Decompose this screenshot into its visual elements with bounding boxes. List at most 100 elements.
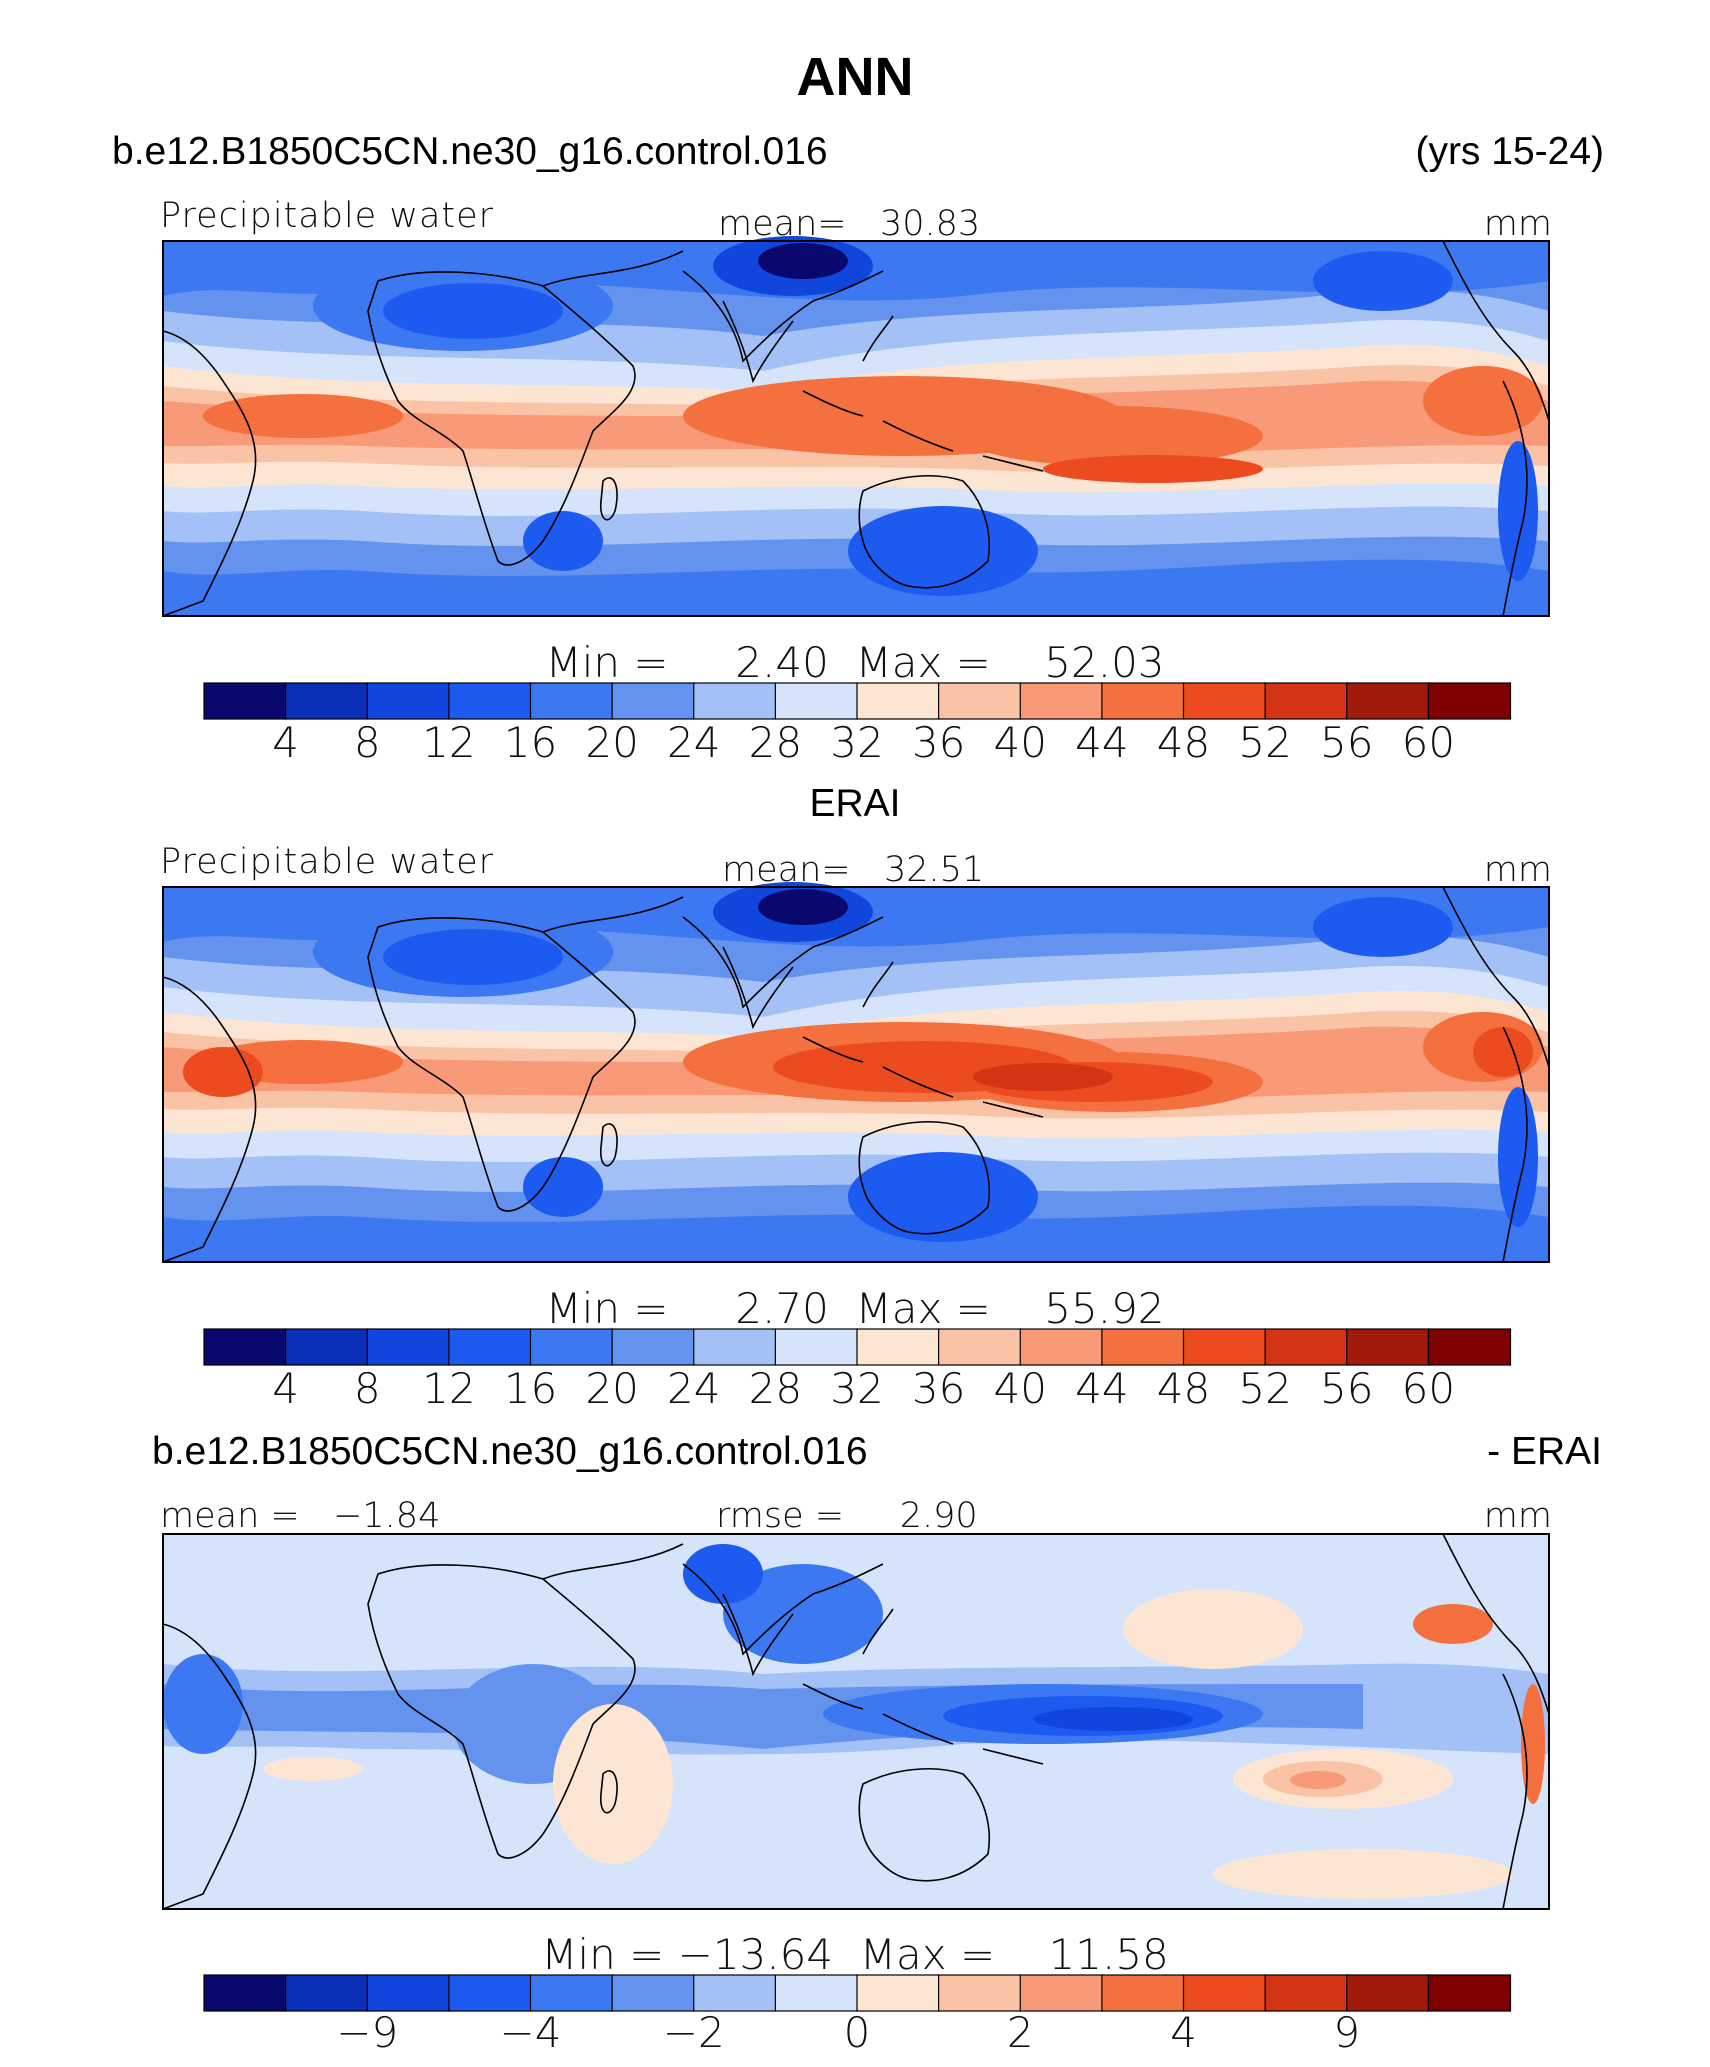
panel-diff-map — [162, 1533, 1550, 1910]
contour-band — [683, 1544, 763, 1604]
contour-band — [523, 511, 603, 571]
colorbar-tick-label: 4 — [272, 1364, 299, 1413]
colorbar-swatch — [1182, 682, 1267, 720]
panel-model-variable: Precipitable water — [160, 196, 495, 236]
colorbar-tick-label: −4 — [499, 2008, 562, 2057]
colorbar-swatch — [1264, 1328, 1348, 1366]
colorbar-swatch — [1346, 1328, 1430, 1366]
obs-title: ERAI — [809, 782, 901, 825]
colorbar-swatch — [1182, 1974, 1267, 2012]
contour-band — [1313, 897, 1453, 957]
contour-band — [758, 889, 848, 925]
contour-band — [1290, 1771, 1346, 1789]
colorbar-swatch — [366, 1328, 450, 1366]
years-label: (yrs 15-24) — [1415, 130, 1604, 173]
coastline — [858, 1121, 991, 1235]
panel-diff-colorbar-ticks: −9 −4 −2 0 2 4 9 — [204, 2008, 1510, 2058]
coastline — [542, 1543, 884, 1656]
contour-band — [1043, 455, 1263, 483]
colorbar-swatch — [529, 682, 614, 720]
colorbar-swatch — [285, 1328, 369, 1366]
page-title: ANN — [796, 47, 914, 107]
contour-band — [723, 1564, 883, 1664]
colorbar-swatch — [529, 1328, 614, 1366]
colorbar-tick-label: 0 — [843, 2008, 871, 2057]
colorbar-swatch — [774, 1974, 859, 2012]
colorbar-tick-label: 36 — [911, 718, 966, 767]
contour-band — [1473, 1027, 1533, 1077]
panel-model-map — [162, 236, 1550, 617]
panel-model-mean: mean= 30.83 — [718, 204, 981, 244]
colorbar-swatch — [938, 1974, 1022, 2012]
panel-obs-colorbar — [203, 1328, 1512, 1366]
coastline — [1442, 240, 1550, 617]
colorbar-swatch — [1427, 682, 1512, 720]
coastline — [1442, 886, 1550, 1263]
colorbar-tick-label: 9 — [1333, 2008, 1361, 2057]
contour-band — [263, 1757, 363, 1781]
colorbar-tick-label: 48 — [1156, 718, 1211, 767]
coastline — [722, 1593, 794, 1677]
contour-band — [553, 1704, 673, 1864]
colorbar-tick-label: 44 — [1075, 718, 1129, 767]
colorbar-tick-label: 8 — [353, 1364, 381, 1413]
colorbar-tick-label: 36 — [911, 1364, 966, 1413]
colorbar-swatch — [448, 682, 532, 720]
colorbar-tick-label: −2 — [662, 2008, 725, 2057]
colorbar-tick-label: 4 — [1170, 2008, 1197, 2057]
colorbar-tick-label: −9 — [336, 2008, 399, 2057]
panel-diff-mean: mean = −1.84 — [160, 1496, 441, 1536]
coastline — [162, 1623, 257, 1910]
colorbar-swatch — [1019, 1974, 1103, 2012]
colorbar-tick-label: 4 — [272, 718, 299, 767]
colorbar-swatch — [856, 1974, 940, 2012]
coastline — [802, 315, 1044, 472]
colorbar-swatch — [774, 682, 859, 720]
contour-band — [1123, 1589, 1303, 1669]
diff-suffix: - ERAI — [1487, 1430, 1602, 1473]
colorbar-tick-label: 12 — [422, 1364, 476, 1413]
colorbar-swatch — [1101, 682, 1185, 720]
colorbar-swatch — [1019, 1328, 1103, 1366]
colorbar-swatch — [1346, 1974, 1430, 2012]
coastline — [367, 917, 636, 1212]
map-frame — [162, 1533, 1550, 1910]
panel-obs-map — [162, 882, 1550, 1263]
colorbar-swatch — [529, 1974, 614, 2012]
colorbar-tick-label: 20 — [585, 1364, 639, 1413]
colorbar-swatch — [938, 1328, 1022, 1366]
colorbar-tick-label: 24 — [667, 718, 721, 767]
colorbar-swatch — [1427, 1974, 1512, 2012]
colorbar-swatch — [1427, 1328, 1512, 1366]
contour-band — [963, 406, 1263, 466]
contour-band — [1313, 251, 1453, 311]
panel-model-units: mm — [1483, 204, 1552, 244]
colorbar-tick-label: 28 — [748, 718, 803, 767]
panel-obs-mean: mean= 32.51 — [722, 850, 985, 890]
colorbar-tick-label: 40 — [993, 1364, 1047, 1413]
colorbar-tick-label: 48 — [1156, 1364, 1211, 1413]
colorbar-tick-label: 12 — [422, 718, 476, 767]
panel-obs-stats: Min = 2.70 Max = 55.92 — [545, 1284, 1165, 1333]
colorbar-tick-label: 40 — [993, 718, 1047, 767]
contour-band — [848, 506, 1038, 596]
colorbar-swatch — [1264, 682, 1348, 720]
contour-band — [383, 929, 563, 985]
coastline — [722, 946, 794, 1030]
contour-band — [1498, 1087, 1538, 1227]
colorbar-tick-label: 20 — [585, 718, 639, 767]
coastline — [858, 475, 991, 589]
colorbar-swatch — [1101, 1328, 1185, 1366]
coastline — [722, 300, 794, 384]
colorbar-swatch — [448, 1974, 532, 2012]
colorbar-swatch — [1019, 682, 1103, 720]
colorbar-tick-label: 60 — [1401, 718, 1456, 767]
colorbar-tick-label: 16 — [503, 718, 558, 767]
contour-band — [973, 1063, 1113, 1091]
colorbar-tick-label: 32 — [830, 718, 884, 767]
diff-case-name: b.e12.B1850C5CN.ne30_g16.control.016 — [152, 1430, 868, 1473]
coastline — [542, 896, 884, 1009]
case-name: b.e12.B1850C5CN.ne30_g16.control.016 — [112, 130, 828, 173]
colorbar-swatch — [774, 1328, 859, 1366]
coastline — [367, 1564, 636, 1859]
